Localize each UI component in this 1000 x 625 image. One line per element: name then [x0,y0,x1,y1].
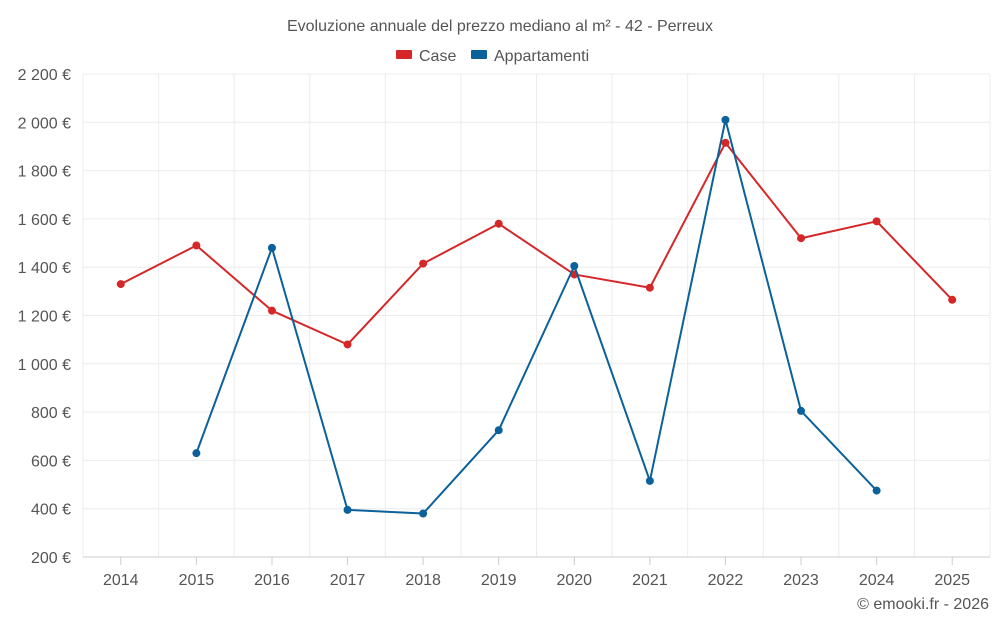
series-line-appartamenti [195,118,878,515]
y-tick-label: 200 € [31,550,71,567]
x-tick-label: 2022 [708,572,744,589]
grid [82,73,991,557]
y-tick-label: 1 400 € [18,260,71,277]
data-point-appartamenti[interactable] [494,426,503,435]
data-point-appartamenti[interactable] [797,406,806,415]
y-tick-label: 1 200 € [18,309,71,326]
data-point-case[interactable] [721,138,730,147]
series [116,115,957,518]
x-tick-label: 2023 [783,572,819,589]
series-line-case [120,141,953,346]
y-tick-label: 600 € [31,453,71,470]
data-point-case[interactable] [116,280,125,289]
data-point-case[interactable] [948,295,957,304]
data-point-case[interactable] [419,259,428,268]
legend-label-case[interactable]: Case [419,48,456,65]
data-point-appartamenti[interactable] [721,115,730,124]
chart-title: Evoluzione annuale del prezzo mediano al… [287,18,713,35]
data-point-appartamenti[interactable] [419,509,428,518]
legend: Case Appartamenti [396,48,589,65]
x-tick-label: 2017 [330,572,366,589]
x-tick-label: 2020 [556,572,592,589]
x-tick-label: 2018 [405,572,441,589]
data-point-appartamenti[interactable] [267,243,276,252]
x-tick-label: 2015 [179,572,215,589]
y-tick-label: 1 600 € [18,212,71,229]
legend-swatch-appartamenti[interactable] [471,50,487,59]
legend-label-appartamenti[interactable]: Appartamenti [494,48,589,65]
x-tick-label: 2025 [934,572,970,589]
x-tick-label: 2019 [481,572,517,589]
y-tick-label: 1 800 € [18,164,71,181]
x-tick-label: 2024 [859,572,895,589]
x-tick-label: 2014 [103,572,139,589]
x-tick-label: 2021 [632,572,668,589]
series-appartamenti [192,115,881,518]
data-point-case[interactable] [192,241,201,250]
data-point-case[interactable] [645,283,654,292]
data-point-case[interactable] [494,219,503,228]
data-point-appartamenti[interactable] [645,476,654,485]
data-point-appartamenti[interactable] [872,486,881,495]
data-point-appartamenti[interactable] [570,261,579,270]
data-point-appartamenti[interactable] [192,449,201,458]
y-tick-label: 1 000 € [18,357,71,374]
y-tick-label: 2 000 € [18,115,71,132]
data-point-case[interactable] [872,217,881,226]
x-tick-label: 2016 [254,572,290,589]
data-point-appartamenti[interactable] [343,505,352,514]
data-point-case[interactable] [267,306,276,315]
series-case [116,138,957,349]
data-point-case[interactable] [343,340,352,349]
y-tick-label: 2 200 € [18,67,71,84]
data-point-case[interactable] [797,234,806,243]
credit-label: © emooki.fr - 2026 [857,596,989,613]
y-tick-label: 800 € [31,405,71,422]
legend-swatch-case[interactable] [396,50,412,59]
axes: 200 € 400 € 600 € 800 € 1 000 € 1 200 € 1 400 … [18,67,990,589]
y-tick-label: 400 € [31,502,71,519]
